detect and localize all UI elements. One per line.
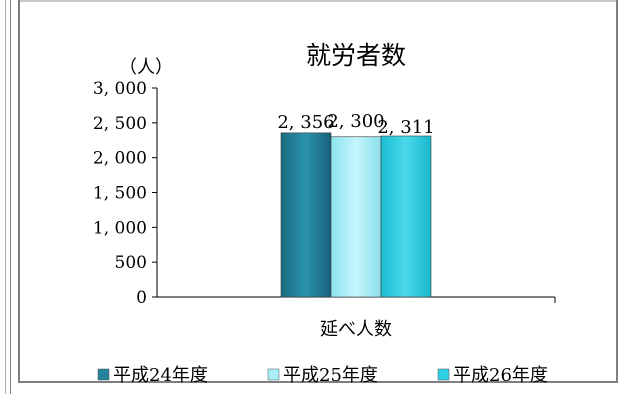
chart-frame-top xyxy=(18,0,618,2)
chart-title: 就労者数 xyxy=(306,41,406,70)
data-label: 2, 311 xyxy=(377,117,434,138)
y-tick-label: 1, 500 xyxy=(93,184,147,204)
data-label: 2, 300 xyxy=(327,111,384,132)
y-unit-label: （人） xyxy=(119,57,173,78)
legend: 平成24年度 平成25年度 平成26年度 xyxy=(97,365,548,386)
legend-label: 平成24年度 xyxy=(113,365,208,386)
y-tick-label: 2, 000 xyxy=(93,149,147,169)
left-panel-edge xyxy=(0,0,11,394)
y-tick-label: 0 xyxy=(136,288,147,308)
axes: 0 500 1, 000 1, 500 2, 000 2, 500 3, 000 xyxy=(93,79,556,308)
legend-label: 平成25年度 xyxy=(283,365,378,386)
legend-swatch xyxy=(97,368,110,381)
bar-平成24年度 xyxy=(280,132,332,298)
category-label: 延べ人数 xyxy=(320,319,392,340)
legend-swatch xyxy=(267,368,280,381)
legend-swatch xyxy=(437,368,450,381)
legend-label: 平成26年度 xyxy=(453,365,548,386)
y-tick-label: 1, 000 xyxy=(93,218,147,238)
chart-frame xyxy=(18,0,618,383)
y-tick-label: 3, 000 xyxy=(93,79,147,99)
bar-平成25年度 xyxy=(330,136,382,298)
data-label: 2, 356 xyxy=(277,112,334,133)
y-tick-label: 500 xyxy=(115,253,147,273)
bar-平成26年度 xyxy=(380,135,432,298)
y-tick-label: 2, 500 xyxy=(93,114,147,134)
